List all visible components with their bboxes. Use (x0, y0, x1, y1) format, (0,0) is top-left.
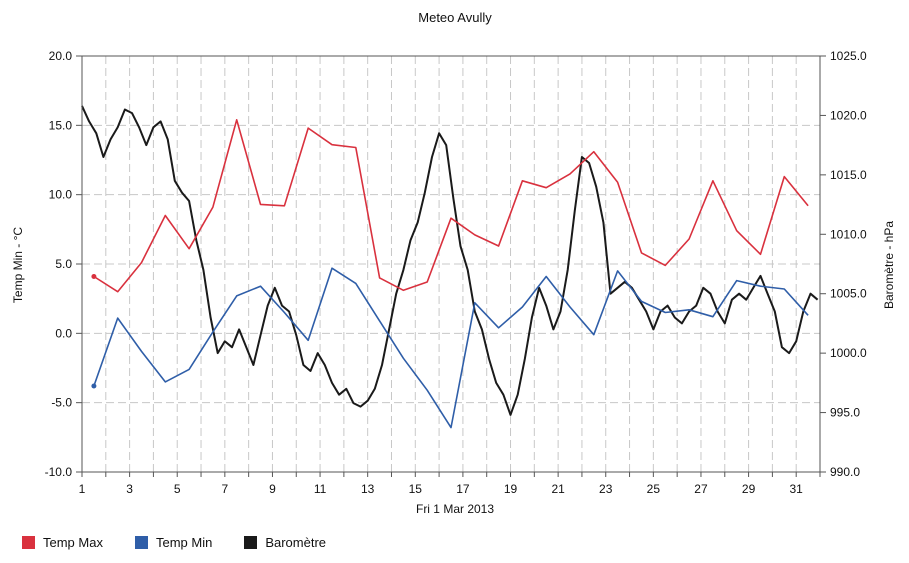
series-start-point-temp-min (91, 383, 97, 389)
y-right-tick-label: 1015.0 (830, 168, 867, 182)
y-right-tick-label: 995.0 (830, 406, 860, 420)
x-tick-label: 19 (504, 482, 518, 496)
series-layer (81, 105, 819, 429)
y-right-tick-label: 1005.0 (830, 287, 867, 301)
y-left-tick-label: 10.0 (49, 188, 73, 202)
chart-axes: 20.0 15.0 10.0 5.0 0.0 -5.0 -10.0 1025.0 1020.0 1… (45, 49, 867, 496)
y-left-tick-label: -5.0 (51, 396, 72, 410)
legend-swatch-temp-min (134, 536, 148, 549)
x-tick-label: 17 (456, 482, 470, 496)
chart-grid (81, 55, 821, 473)
x-tick-label: 11 (314, 482, 327, 496)
y-right-tick-label: 1025.0 (830, 49, 867, 63)
chart-title: Meteo Avully (418, 10, 492, 25)
x-tick-label: 13 (361, 482, 375, 496)
series-start-point-temp-max (91, 273, 97, 279)
x-tick-label: 3 (126, 482, 133, 496)
series-line-temp-min (93, 267, 809, 429)
x-tick-label: 1 (79, 482, 86, 496)
x-tick-label: 31 (790, 482, 804, 496)
y-right-tick-label: 1010.0 (830, 227, 867, 241)
chart-legend: Temp Max Temp Min Baromètre (22, 535, 358, 550)
legend-label-temp-min: Temp Min (155, 535, 213, 550)
x-tick-label: 5 (174, 482, 181, 496)
series-line-barom-tre (81, 105, 819, 416)
x-axis-label: Fri 1 Mar 2013 (416, 502, 494, 516)
y-left-tick-label: 15.0 (49, 118, 73, 132)
legend-swatch-temp-max (22, 536, 35, 549)
x-tick-label: 23 (599, 482, 613, 496)
x-tick-label: 25 (647, 482, 661, 496)
y-right-tick-label: 1020.0 (830, 108, 867, 122)
x-tick-label: 27 (694, 482, 708, 496)
y-left-tick-label: 0.0 (55, 326, 72, 340)
legend-label-temp-max: Temp Max (43, 535, 103, 550)
legend-label-barometre: Baromètre (265, 535, 327, 550)
x-tick-label: 9 (269, 482, 276, 496)
x-tick-label: 21 (551, 482, 565, 496)
x-tick-label: 7 (221, 482, 228, 496)
y-left-tick-label: 5.0 (55, 257, 72, 271)
y-right-tick-label: 1000.0 (830, 346, 867, 360)
legend-item-barometre[interactable]: Baromètre (244, 535, 326, 550)
legend-item-temp-min[interactable]: Temp Min (134, 535, 213, 550)
y-left-tick-label: -10.0 (45, 465, 73, 479)
legend-swatch-barometre (244, 536, 258, 549)
x-tick-label: 15 (409, 482, 423, 496)
y-axis-right-label: Baromètre - hPa (882, 221, 896, 309)
x-tick-label: 29 (742, 482, 756, 496)
y-axis-left-label: Temp Min - °C (11, 227, 25, 303)
legend-item-temp-max[interactable]: Temp Max (22, 535, 103, 550)
series-line-temp-max (93, 119, 809, 293)
y-right-tick-label: 990.0 (830, 465, 860, 479)
y-left-tick-label: 20.0 (49, 49, 73, 63)
